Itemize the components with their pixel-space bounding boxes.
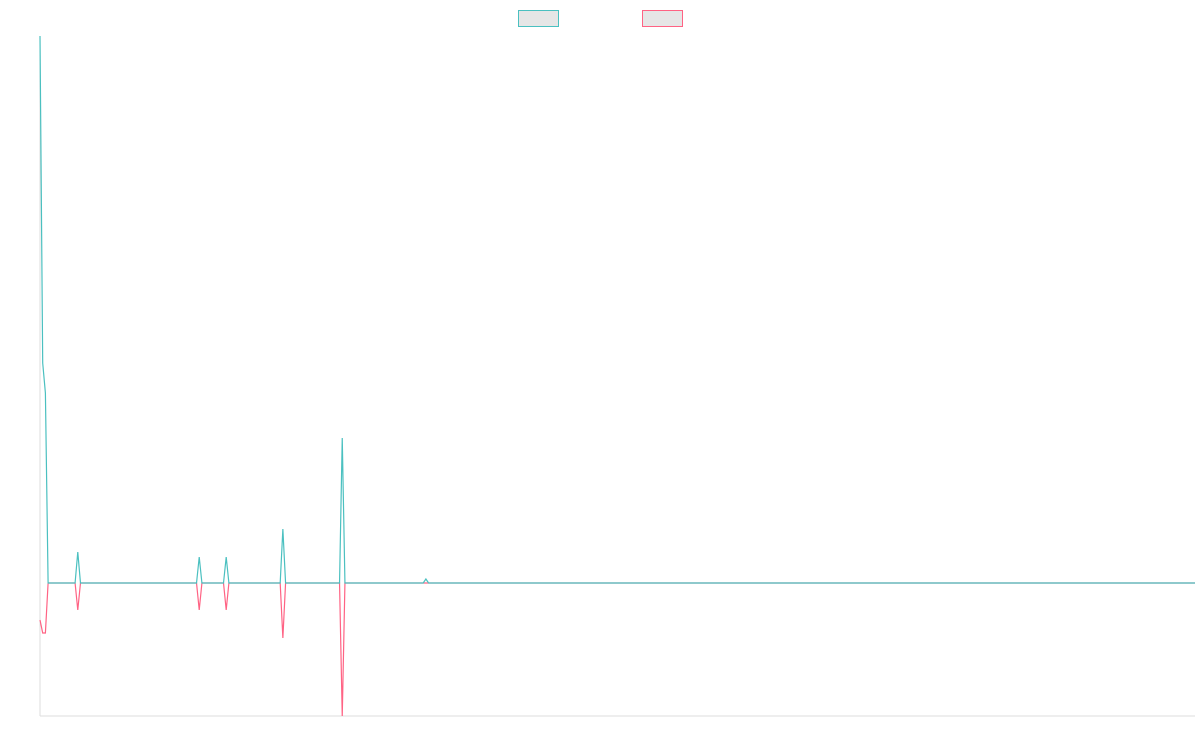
series-line [39,35,1195,584]
plot-area [39,35,1195,717]
series-line [39,582,1195,717]
legend-swatch [518,10,559,27]
legend [518,10,683,27]
legend-swatch [642,10,683,27]
